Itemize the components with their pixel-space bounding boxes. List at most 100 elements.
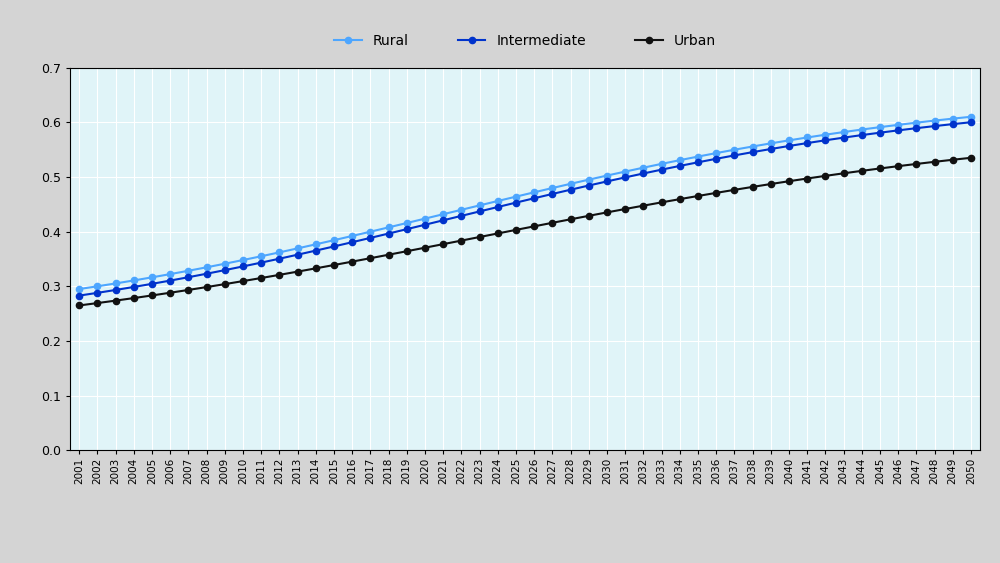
Rural [492,198,504,204]
Intermediate [619,174,631,181]
Urban [110,297,122,304]
Urban [583,212,595,219]
Rural [346,233,358,239]
Intermediate [910,125,922,132]
Urban [728,186,740,193]
Rural [255,253,267,260]
Rural [292,245,304,252]
Rural [874,124,886,131]
Intermediate [746,149,759,155]
Urban [947,157,959,163]
Rural [455,207,467,213]
Line: Urban: Urban [76,155,974,309]
Intermediate [128,284,140,291]
Rural [237,257,249,263]
Intermediate [601,178,613,185]
Rural [364,229,376,235]
Rural [273,249,285,256]
Rural [164,271,176,278]
Rural [728,146,740,153]
Rural [110,280,122,287]
Rural [583,176,595,183]
Urban [73,302,85,309]
Urban [128,294,140,301]
Rural [928,117,940,124]
Intermediate [546,191,558,198]
Intermediate [928,123,940,129]
Urban [455,237,467,244]
Urban [874,165,886,172]
Rural [801,134,813,141]
Intermediate [273,256,285,262]
Urban [200,284,213,291]
Rural [91,283,103,290]
Intermediate [255,259,267,266]
Urban [564,216,576,223]
Urban [146,292,158,299]
Urban [437,241,449,248]
Intermediate [328,243,340,250]
Intermediate [419,221,431,228]
Rural [528,189,540,196]
Rural [564,181,576,187]
Intermediate [838,134,850,141]
Line: Intermediate: Intermediate [76,119,974,299]
Urban [838,170,850,177]
Legend: Rural, Intermediate, Urban: Rural, Intermediate, Urban [329,29,721,53]
Urban [364,255,376,262]
Urban [619,205,631,212]
Intermediate [219,267,231,274]
Rural [328,237,340,244]
Intermediate [382,230,394,237]
Intermediate [765,146,777,153]
Intermediate [492,204,504,211]
Intermediate [528,195,540,202]
Rural [437,211,449,218]
Intermediate [656,166,668,173]
Urban [601,209,613,216]
Intermediate [637,170,649,177]
Urban [819,172,831,179]
Intermediate [728,152,740,159]
Rural [656,160,668,167]
Intermediate [583,182,595,189]
Intermediate [819,137,831,144]
Urban [746,184,759,190]
Rural [856,126,868,133]
Intermediate [874,129,886,136]
Intermediate [510,199,522,206]
Intermediate [292,251,304,258]
Urban [637,202,649,209]
Urban [856,167,868,174]
Rural [546,185,558,191]
Urban [419,244,431,251]
Intermediate [692,159,704,166]
Urban [328,262,340,269]
Intermediate [965,119,977,126]
Intermediate [801,140,813,146]
Urban [237,278,249,284]
Rural [382,224,394,231]
Intermediate [455,212,467,219]
Rural [419,215,431,222]
Urban [783,178,795,185]
Urban [91,300,103,306]
Rural [765,140,777,147]
Intermediate [474,208,486,215]
Intermediate [364,235,376,242]
Intermediate [182,274,194,280]
Rural [128,277,140,284]
Intermediate [346,239,358,245]
Urban [292,269,304,275]
Rural [947,115,959,122]
Urban [765,181,777,187]
Urban [692,193,704,199]
Intermediate [73,292,85,299]
Rural [474,202,486,209]
Intermediate [91,289,103,296]
Intermediate [564,186,576,193]
Urban [164,289,176,296]
Intermediate [401,226,413,233]
Rural [674,157,686,164]
Rural [200,264,213,271]
